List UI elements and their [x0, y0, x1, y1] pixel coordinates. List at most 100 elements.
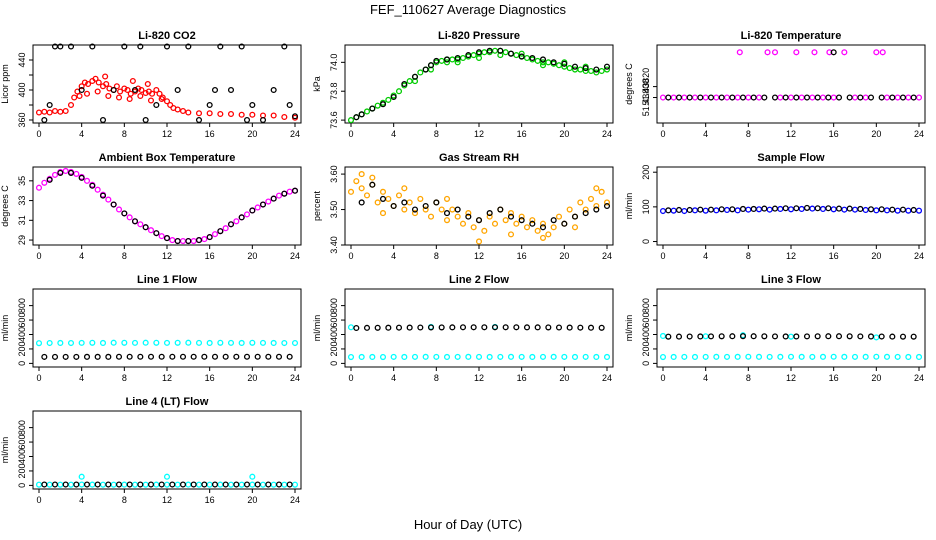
- data-point: [153, 230, 160, 237]
- data-point: [227, 481, 235, 488]
- data-point: [475, 54, 483, 62]
- data-point: [771, 333, 779, 340]
- data-point: [99, 192, 107, 199]
- data-point: [249, 111, 256, 118]
- y-tick-label: 440: [17, 52, 27, 67]
- data-point: [286, 188, 293, 195]
- data-point: [475, 217, 483, 224]
- data-point: [803, 333, 811, 340]
- data-point: [137, 481, 144, 488]
- data-point: [73, 353, 80, 360]
- data-point: [910, 206, 917, 214]
- data-point: [486, 353, 493, 361]
- x-tick-label: 4: [79, 373, 84, 383]
- data-point: [121, 85, 128, 92]
- data-point: [809, 353, 816, 360]
- data-point: [110, 201, 117, 208]
- data-point: [115, 94, 123, 101]
- data-point: [465, 52, 472, 59]
- data-point: [539, 56, 547, 63]
- data-point: [777, 353, 784, 360]
- data-point: [475, 238, 483, 245]
- y-tick-label: 600: [329, 313, 339, 328]
- y-axis-label: percent: [312, 190, 322, 221]
- x-tick-label: 24: [602, 373, 612, 383]
- panel-title: Li-820 Temperature: [741, 30, 842, 42]
- data-point: [814, 94, 821, 101]
- x-tick-label: 8: [746, 129, 751, 139]
- data-point: [593, 69, 600, 76]
- data-point: [222, 353, 229, 360]
- data-point: [841, 49, 848, 56]
- y-tick-label: 200: [641, 165, 651, 180]
- data-point: [497, 47, 504, 54]
- data-point: [137, 353, 144, 360]
- data-point: [374, 199, 381, 206]
- data-point: [603, 66, 611, 73]
- data-point: [825, 205, 832, 212]
- x-tick-label: 16: [205, 129, 215, 139]
- data-point: [529, 217, 536, 224]
- panel-title: Sample Flow: [757, 152, 825, 164]
- data-point: [465, 210, 472, 217]
- data-point: [793, 49, 800, 56]
- data-point: [889, 206, 896, 213]
- data-point: [814, 333, 821, 340]
- data-point: [78, 83, 85, 90]
- data-point: [169, 237, 176, 244]
- data-point: [401, 353, 408, 361]
- data-point: [518, 213, 525, 220]
- data-point: [577, 66, 584, 73]
- x-tick-label: 8: [122, 373, 127, 383]
- data-point: [275, 192, 283, 199]
- data-point: [401, 206, 408, 213]
- x-tick-label: 16: [829, 373, 839, 383]
- data-point: [121, 481, 128, 488]
- data-point: [131, 86, 139, 94]
- data-point: [555, 213, 563, 220]
- data-point: [713, 353, 720, 360]
- data-point: [137, 92, 144, 100]
- x-tick-label: 0: [36, 495, 41, 505]
- data-point: [81, 79, 88, 86]
- data-point: [750, 333, 757, 340]
- data-point: [110, 339, 117, 346]
- data-point: [915, 353, 923, 361]
- data-point: [115, 206, 123, 213]
- data-point: [374, 102, 381, 109]
- x-tick-label: 0: [36, 129, 41, 139]
- data-point: [835, 333, 843, 340]
- y-tick-label: 73.6: [329, 111, 339, 129]
- x-tick-label: 16: [517, 251, 527, 261]
- y-tick-label: 74.0: [329, 54, 339, 72]
- panel-title: Line 3 Flow: [761, 274, 821, 286]
- data-point: [78, 339, 85, 346]
- data-point: [233, 481, 240, 488]
- y-tick-label: 360: [17, 112, 27, 127]
- data-point: [707, 333, 715, 340]
- x-tick-label: 16: [205, 251, 215, 261]
- data-point: [137, 221, 144, 228]
- x-tick-label: 24: [602, 251, 612, 261]
- x-tick-label: 12: [786, 373, 796, 383]
- data-point: [227, 339, 235, 346]
- x-tick-label: 8: [122, 251, 127, 261]
- data-point: [353, 324, 360, 332]
- data-point: [411, 206, 419, 213]
- data-point: [291, 339, 299, 347]
- data-point: [718, 333, 725, 340]
- data-point: [51, 43, 59, 50]
- data-point: [83, 177, 91, 184]
- data-point: [227, 110, 235, 118]
- data-point: [593, 206, 600, 213]
- data-point: [238, 339, 245, 346]
- y-tick-label: 800: [641, 298, 651, 313]
- x-tick-label: 16: [205, 495, 215, 505]
- data-point: [793, 94, 800, 101]
- data-point: [545, 324, 552, 331]
- data-point: [395, 324, 403, 331]
- data-point: [46, 339, 53, 347]
- data-point: [675, 206, 683, 214]
- y-tick-label: 51.43800: [641, 79, 651, 117]
- data-point: [281, 43, 288, 50]
